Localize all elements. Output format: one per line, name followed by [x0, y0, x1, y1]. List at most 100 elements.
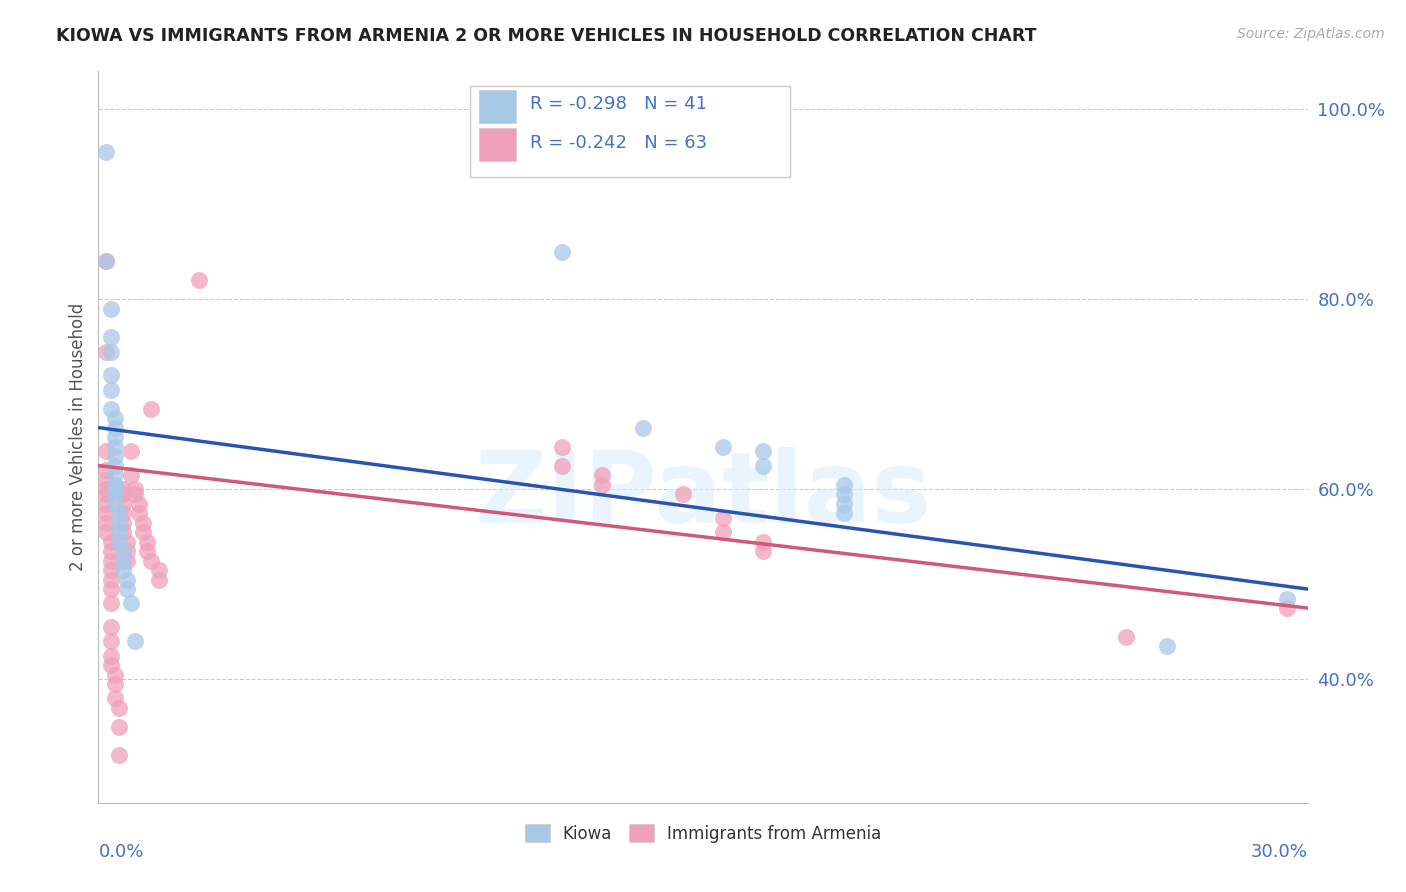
Point — [103, 430, 125, 444]
Point — [96, 254, 118, 268]
Point — [103, 667, 125, 681]
Point — [128, 497, 150, 511]
Point — [100, 383, 122, 397]
Text: KIOWA VS IMMIGRANTS FROM ARMENIA 2 OR MORE VEHICLES IN HOUSEHOLD CORRELATION CHA: KIOWA VS IMMIGRANTS FROM ARMENIA 2 OR MO… — [56, 27, 1036, 45]
Point — [752, 458, 775, 473]
Point — [100, 544, 122, 558]
Point — [100, 368, 122, 383]
Point — [752, 444, 775, 458]
Point — [100, 582, 122, 596]
Point — [103, 477, 125, 491]
Point — [132, 524, 155, 539]
Point — [711, 440, 734, 454]
Point — [103, 487, 125, 501]
Text: 30.0%: 30.0% — [1251, 843, 1308, 861]
Point — [1156, 639, 1178, 653]
Point — [107, 516, 129, 530]
Point — [115, 534, 138, 549]
Point — [591, 468, 613, 483]
Point — [148, 573, 170, 587]
Point — [111, 563, 134, 577]
Point — [188, 273, 211, 287]
Point — [111, 497, 134, 511]
Point — [120, 596, 142, 610]
Point — [103, 420, 125, 434]
Point — [96, 463, 118, 477]
Point — [128, 506, 150, 520]
Point — [832, 477, 855, 491]
Point — [96, 506, 118, 520]
Point — [96, 487, 118, 501]
Point — [100, 620, 122, 634]
Point — [124, 483, 146, 497]
Point — [135, 534, 157, 549]
Point — [120, 444, 142, 458]
Point — [111, 553, 134, 567]
Point — [100, 596, 122, 610]
Point — [100, 301, 122, 316]
Point — [1277, 591, 1299, 606]
Point — [107, 506, 129, 520]
Point — [96, 254, 118, 268]
Point — [135, 544, 157, 558]
Point — [832, 506, 855, 520]
Point — [100, 330, 122, 344]
Point — [96, 524, 118, 539]
Point — [124, 634, 146, 648]
Point — [100, 401, 122, 416]
Point — [115, 553, 138, 567]
Point — [631, 420, 654, 434]
Point — [100, 553, 122, 567]
Point — [139, 401, 162, 416]
Point — [107, 534, 129, 549]
Point — [100, 573, 122, 587]
Point — [96, 145, 118, 160]
Point — [115, 544, 138, 558]
Point — [100, 634, 122, 648]
Point — [107, 524, 129, 539]
Point — [111, 506, 134, 520]
Point — [100, 658, 122, 673]
Text: R = -0.298   N = 41: R = -0.298 N = 41 — [530, 95, 707, 113]
Point — [100, 534, 122, 549]
Point — [111, 524, 134, 539]
Point — [103, 440, 125, 454]
Point — [551, 244, 574, 259]
Point — [1115, 630, 1137, 644]
Legend: Kiowa, Immigrants from Armenia: Kiowa, Immigrants from Armenia — [517, 818, 889, 849]
Point — [103, 691, 125, 706]
Bar — [479, 90, 516, 122]
Point — [103, 468, 125, 483]
Point — [103, 411, 125, 425]
Point — [115, 582, 138, 596]
Point — [111, 487, 134, 501]
Point — [111, 483, 134, 497]
Point — [96, 344, 118, 359]
Point — [103, 458, 125, 473]
Point — [96, 483, 118, 497]
Point — [103, 449, 125, 463]
Point — [752, 544, 775, 558]
Point — [103, 483, 125, 497]
Point — [120, 468, 142, 483]
Bar — [479, 128, 516, 161]
Point — [672, 487, 695, 501]
Text: Source: ZipAtlas.com: Source: ZipAtlas.com — [1237, 27, 1385, 41]
Point — [832, 497, 855, 511]
Point — [100, 563, 122, 577]
Point — [103, 497, 125, 511]
Point — [111, 544, 134, 558]
Text: 0.0%: 0.0% — [98, 843, 143, 861]
Point — [111, 516, 134, 530]
FancyBboxPatch shape — [470, 86, 790, 178]
Point — [100, 344, 122, 359]
Point — [551, 458, 574, 473]
Point — [96, 444, 118, 458]
Point — [832, 487, 855, 501]
Point — [96, 473, 118, 487]
Point — [107, 720, 129, 734]
Point — [752, 534, 775, 549]
Point — [148, 563, 170, 577]
Point — [1277, 601, 1299, 615]
Point — [139, 553, 162, 567]
